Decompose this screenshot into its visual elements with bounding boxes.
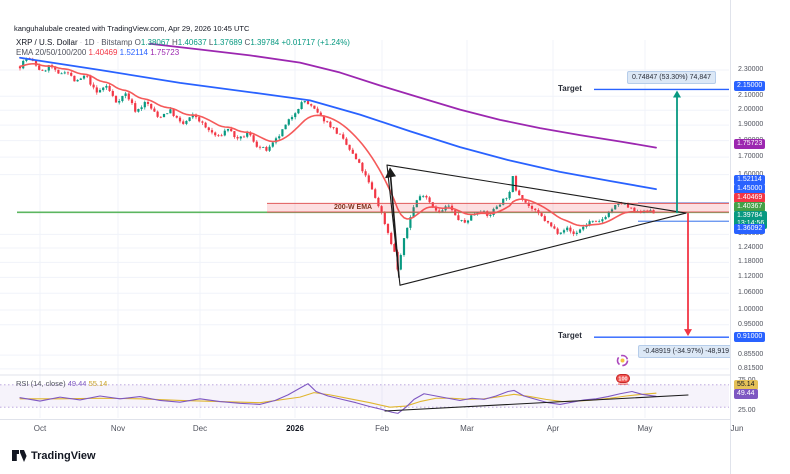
hundred-points-emoji[interactable]: 100 (616, 374, 630, 385)
time-tick-label: Mar (460, 424, 474, 433)
price-label: 1.45000 (734, 184, 766, 194)
time-tick-label: May (637, 424, 653, 433)
rsi-legend[interactable]: RSI (14, close) 49.44 55.14 (16, 379, 107, 388)
price-label: 1.40367 (734, 202, 766, 212)
rsi-tick-label: 25.00 (738, 407, 756, 414)
legend-separator: · (96, 38, 100, 47)
tradingview-logo[interactable]: TradingView (12, 449, 96, 462)
ema-20-value: 1.40469 (88, 48, 118, 57)
price-label: 1.40469 (734, 193, 766, 203)
band-label[interactable]: 200-W EMA (334, 204, 373, 211)
time-tick-label: Jun (730, 424, 744, 433)
rsi-pane[interactable] (0, 383, 729, 414)
tradingview-logo-text: TradingView (31, 449, 96, 462)
high-key: H (171, 38, 178, 47)
target-down-value-box[interactable]: -0.48919 (-34.97%) -48,919 (638, 345, 734, 358)
price-tick-label: 0.81500 (738, 364, 764, 372)
price-tick-label: 1.00000 (738, 306, 764, 313)
ema-legend[interactable]: EMA 20/50/100/200 1.40469 1.52114 1.7572… (16, 48, 179, 57)
grid (0, 40, 738, 418)
price-tick-label: 0.95000 (738, 320, 764, 328)
price-tick-label: 1.06000 (738, 289, 764, 297)
time-axis[interactable]: Oct Nov Dec 2026 Feb Mar Apr May Jun (0, 419, 743, 436)
low-value: 1.37689 (213, 38, 243, 47)
price-label: 55.14 (734, 380, 758, 390)
time-tick-label: Feb (375, 424, 389, 433)
price-tick-label: 1.12000 (738, 273, 764, 281)
rsi-line (19, 383, 657, 414)
ema-100-value: 1.52114 (119, 48, 148, 57)
ema-indicator-label[interactable]: EMA 20/50/100/200 (16, 48, 87, 57)
price-tick-label: 1.24000 (738, 244, 764, 252)
open-value: 1.38067 (140, 38, 170, 47)
tradingview-logo-icon (12, 450, 27, 462)
price-axis[interactable]: 2.300002.100002.000001.900001.800001.700… (730, 0, 790, 474)
interval-label[interactable]: 1D (84, 38, 95, 47)
target-down-label[interactable]: Target (558, 331, 582, 340)
change-value: +0.01717 (+1.24%) (281, 38, 350, 47)
high-value: 1.40637 (177, 38, 207, 47)
price-tick-label: 2.10000 (738, 92, 764, 100)
target-up-label[interactable]: Target (558, 84, 582, 93)
candlestick-series (18, 57, 655, 272)
svg-text:100: 100 (618, 377, 627, 383)
price-tick-label: 2.30000 (738, 66, 764, 74)
price-label: 49.44 (734, 389, 758, 399)
legend-separator: · (79, 38, 83, 47)
rsi-ma-value: 55.14 (88, 379, 108, 388)
exchange-label[interactable]: Bitstamp (101, 38, 133, 47)
open-key: O (134, 38, 141, 47)
time-tick-label: Dec (192, 424, 208, 433)
low-key: L (208, 38, 214, 47)
ema-200-line (149, 42, 657, 149)
price-label: 1.36092 (734, 224, 766, 234)
rsi-value: 49.44 (67, 379, 87, 388)
time-tick-label: Apr (546, 424, 560, 433)
price-label: 0.91000 (734, 332, 766, 342)
price-tick-label: 1.60000 (738, 171, 763, 178)
price-label: 1.52114 (734, 175, 765, 185)
ema-20-line (19, 62, 655, 227)
emoji-annotations[interactable]: 100 (616, 354, 630, 390)
rsi-trendline (384, 394, 689, 412)
symbol-legend[interactable]: XRP / U.S. Dollar · 1D · Bitstamp O1.38067 H… (16, 38, 350, 47)
price-tick-label: 1.70000 (738, 153, 764, 161)
ema-200-value: 1.75723 (150, 48, 180, 57)
symbol-name[interactable]: XRP / U.S. Dollar (16, 38, 78, 47)
triangle-drawing[interactable] (385, 164, 687, 286)
price-tick-label: 1.18000 (738, 258, 764, 266)
price-label: 2.15000 (734, 81, 766, 91)
rsi-indicator-label[interactable]: RSI (14, close) (16, 379, 66, 388)
close-key: C (244, 38, 251, 47)
price-tick-label: 1.90000 (738, 121, 764, 129)
dizzy-emoji[interactable] (616, 354, 629, 367)
time-tick-label: 2026 (286, 424, 304, 433)
attribution: kanguhalubale created with TradingView.c… (14, 24, 250, 33)
time-tick-label: Nov (110, 424, 126, 433)
price-tick-label: 0.85500 (738, 351, 764, 359)
time-tick-label: Oct (33, 424, 47, 433)
target-up-value-box[interactable]: 0.74847 (53.30%) 74,847 (627, 71, 717, 84)
target-drawings[interactable] (594, 88, 729, 338)
supply-band[interactable] (267, 202, 729, 213)
price-label: 1.75723 (734, 139, 766, 149)
ema-100-line (19, 56, 657, 191)
price-tick-label: 2.00000 (738, 106, 764, 114)
close-value: 1.39784 (250, 38, 280, 47)
